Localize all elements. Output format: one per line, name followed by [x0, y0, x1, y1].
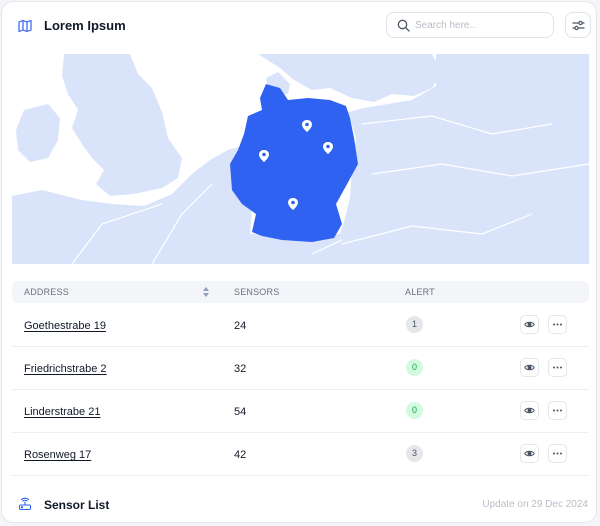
sort-icon[interactable]	[202, 287, 210, 297]
land-britain	[62, 54, 182, 196]
address-link[interactable]: Goethestrabe 19	[24, 320, 106, 332]
more-button[interactable]	[548, 315, 567, 334]
map-pin[interactable]	[288, 198, 298, 210]
page-title: Lorem Ipsum	[44, 18, 126, 33]
column-address[interactable]: ADDRESS	[24, 287, 69, 297]
land-east	[338, 54, 589, 264]
more-button[interactable]	[548, 444, 567, 463]
table-row: Linderstrabe 21 54 0	[12, 390, 589, 433]
map-canvas	[12, 54, 589, 264]
view-button[interactable]	[520, 315, 539, 334]
map-pin[interactable]	[302, 120, 312, 132]
map-pin[interactable]	[323, 142, 333, 154]
column-alert: ALERT	[405, 287, 435, 297]
alert-badge: 1	[406, 316, 423, 333]
more-button[interactable]	[548, 358, 567, 377]
sensor-count: 24	[234, 320, 247, 332]
eye-icon	[524, 364, 535, 371]
eye-icon	[524, 407, 535, 414]
sliders-icon	[572, 20, 585, 31]
sensor-count: 54	[234, 406, 247, 418]
alert-badge: 0	[406, 359, 423, 376]
map-pin[interactable]	[259, 150, 269, 162]
land-ireland	[16, 104, 60, 162]
view-button[interactable]	[520, 444, 539, 463]
more-horizontal-icon	[553, 366, 562, 369]
table-header: ADDRESS SENSORS ALERT	[12, 281, 589, 303]
land-south	[248, 234, 344, 264]
search-box[interactable]	[386, 12, 554, 38]
eye-icon	[524, 450, 535, 457]
table-row: Rosenweg 17 42 3	[12, 433, 589, 476]
table-row: Friedrichstrabe 2 32 0	[12, 347, 589, 390]
more-horizontal-icon	[553, 409, 562, 412]
router-icon	[18, 497, 32, 511]
alert-badge: 0	[406, 402, 423, 419]
map-view[interactable]	[12, 54, 589, 264]
map-icon	[18, 19, 32, 33]
card-header: Lorem Ipsum	[2, 2, 596, 52]
card-footer: Sensor List Update on 29 Dec 2024	[2, 484, 596, 524]
alert-badge: 3	[406, 445, 423, 462]
germany-region	[230, 84, 358, 242]
address-link[interactable]: Friedrichstrabe 2	[24, 363, 107, 375]
address-link[interactable]: Linderstrabe 21	[24, 406, 101, 418]
update-timestamp: Update on 29 Dec 2024	[482, 499, 588, 510]
more-button[interactable]	[548, 401, 567, 420]
more-horizontal-icon	[553, 452, 562, 455]
column-sensors: SENSORS	[234, 287, 280, 297]
table-row: Goethestrabe 19 24 1	[12, 304, 589, 347]
more-horizontal-icon	[553, 323, 562, 326]
sensor-count: 32	[234, 363, 247, 375]
view-button[interactable]	[520, 401, 539, 420]
sensor-list-title: Sensor List	[44, 498, 110, 512]
land-scandinavia	[258, 54, 442, 102]
filter-button[interactable]	[565, 12, 591, 38]
search-icon	[397, 19, 410, 32]
land-west	[12, 146, 262, 264]
eye-icon	[524, 321, 535, 328]
search-input[interactable]	[415, 17, 545, 33]
view-button[interactable]	[520, 358, 539, 377]
sensor-count: 42	[234, 449, 247, 461]
address-link[interactable]: Rosenweg 17	[24, 449, 92, 461]
